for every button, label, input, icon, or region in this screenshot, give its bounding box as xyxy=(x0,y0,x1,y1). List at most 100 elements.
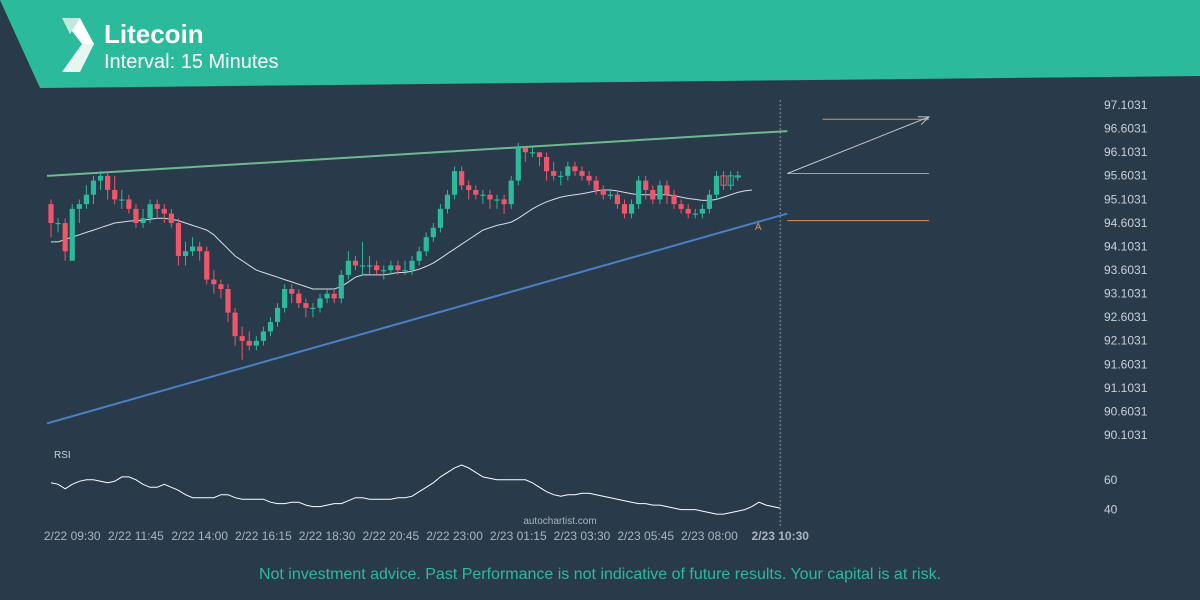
candle-body xyxy=(55,223,61,225)
time-tick-label: 2/22 18:30 xyxy=(299,529,356,543)
candle-body xyxy=(97,175,104,181)
candle-body xyxy=(175,223,182,257)
candle xyxy=(367,256,373,275)
candle-body xyxy=(430,227,436,238)
candle-body xyxy=(119,199,125,201)
candle xyxy=(317,293,323,313)
candle xyxy=(324,289,330,304)
candle-body xyxy=(593,180,599,191)
candle xyxy=(727,171,734,191)
candle xyxy=(572,161,578,176)
candle xyxy=(473,185,479,200)
candle xyxy=(480,190,486,205)
candle-body xyxy=(232,312,238,337)
candle-body xyxy=(338,274,344,299)
candle xyxy=(508,175,514,209)
candle-body xyxy=(706,194,713,209)
candle xyxy=(664,180,670,205)
candle-body xyxy=(614,194,620,205)
candle xyxy=(501,194,507,214)
candles xyxy=(48,142,741,360)
price-tick-label: 92.1031 xyxy=(1104,334,1148,348)
candle xyxy=(140,208,146,228)
rsi-line xyxy=(50,464,781,515)
time-tick-label: 2/23 10:30 xyxy=(752,529,810,543)
candle xyxy=(112,175,118,205)
candle-body xyxy=(303,303,309,308)
candle-body xyxy=(671,194,677,205)
candle-body xyxy=(69,208,75,261)
time-axis: 2/22 09:30 2/22 11:45 2/22 14:00 2/22 16:15… xyxy=(44,529,809,543)
candle-body xyxy=(522,147,528,153)
time-tick-label: 2/22 14:00 xyxy=(171,529,228,543)
candle xyxy=(225,284,231,323)
candle-body xyxy=(579,171,585,176)
candle xyxy=(359,241,366,275)
candle-body xyxy=(692,213,698,215)
time-tick-label: 2/23 01:15 xyxy=(490,529,547,543)
candle xyxy=(628,199,635,219)
candle-body xyxy=(473,190,479,195)
candle-body xyxy=(621,204,628,214)
candle-body xyxy=(147,204,153,219)
candle-body xyxy=(480,194,486,196)
watermark: autochartist.com xyxy=(523,516,596,527)
candle xyxy=(133,204,139,228)
candle-body xyxy=(359,265,366,267)
candle xyxy=(260,326,266,346)
candle-body xyxy=(551,171,557,176)
candle-body xyxy=(444,194,451,209)
candle-body xyxy=(126,199,132,209)
candle-body xyxy=(317,298,323,308)
candle-body xyxy=(459,171,465,186)
candle xyxy=(685,204,691,219)
time-tick-label: 2/23 03:30 xyxy=(554,529,611,543)
candle xyxy=(650,185,656,205)
candle-body xyxy=(367,265,373,267)
time-tick-label: 2/22 09:30 xyxy=(44,529,101,543)
price-axis: 97.1031 96.6031 96.1031 95.6031 95.1031 94.60… xyxy=(1104,98,1148,442)
candle xyxy=(579,166,585,181)
candle xyxy=(402,260,408,275)
candle-body xyxy=(734,175,741,178)
candle xyxy=(459,166,465,191)
candle xyxy=(161,204,167,224)
chart-title: Litecoin xyxy=(104,19,204,49)
candle-body xyxy=(62,223,68,252)
candle-body xyxy=(253,340,259,346)
candle xyxy=(303,298,309,318)
candle xyxy=(83,185,89,209)
candle-body xyxy=(558,175,564,178)
candle xyxy=(310,303,316,318)
candle-body xyxy=(650,190,656,200)
rsi-tick-label: 40 xyxy=(1104,503,1118,517)
candle-body xyxy=(197,246,203,252)
candle xyxy=(437,204,443,233)
pattern-point-label: A xyxy=(755,222,762,233)
price-tick-label: 92.6031 xyxy=(1104,310,1148,324)
candle xyxy=(232,307,238,346)
candle xyxy=(416,246,422,266)
candle-body xyxy=(140,218,146,224)
price-tick-label: 91.1031 xyxy=(1104,381,1148,395)
candle xyxy=(529,147,536,158)
candle xyxy=(154,199,160,219)
candle-body xyxy=(508,180,514,205)
candle-body xyxy=(105,175,111,191)
candle-body xyxy=(487,194,493,200)
candle xyxy=(636,175,642,209)
candle xyxy=(607,190,613,200)
time-tick-label: 2/22 23:00 xyxy=(426,529,483,543)
candle xyxy=(239,326,245,360)
candle-body xyxy=(112,190,118,200)
candle xyxy=(381,265,387,280)
candle xyxy=(90,175,97,205)
candle-body xyxy=(437,208,443,228)
candle xyxy=(558,171,564,186)
candle xyxy=(388,260,394,275)
candle xyxy=(48,199,54,238)
candle xyxy=(551,161,557,181)
price-tick-label: 96.1031 xyxy=(1104,145,1148,159)
candle xyxy=(267,317,274,337)
